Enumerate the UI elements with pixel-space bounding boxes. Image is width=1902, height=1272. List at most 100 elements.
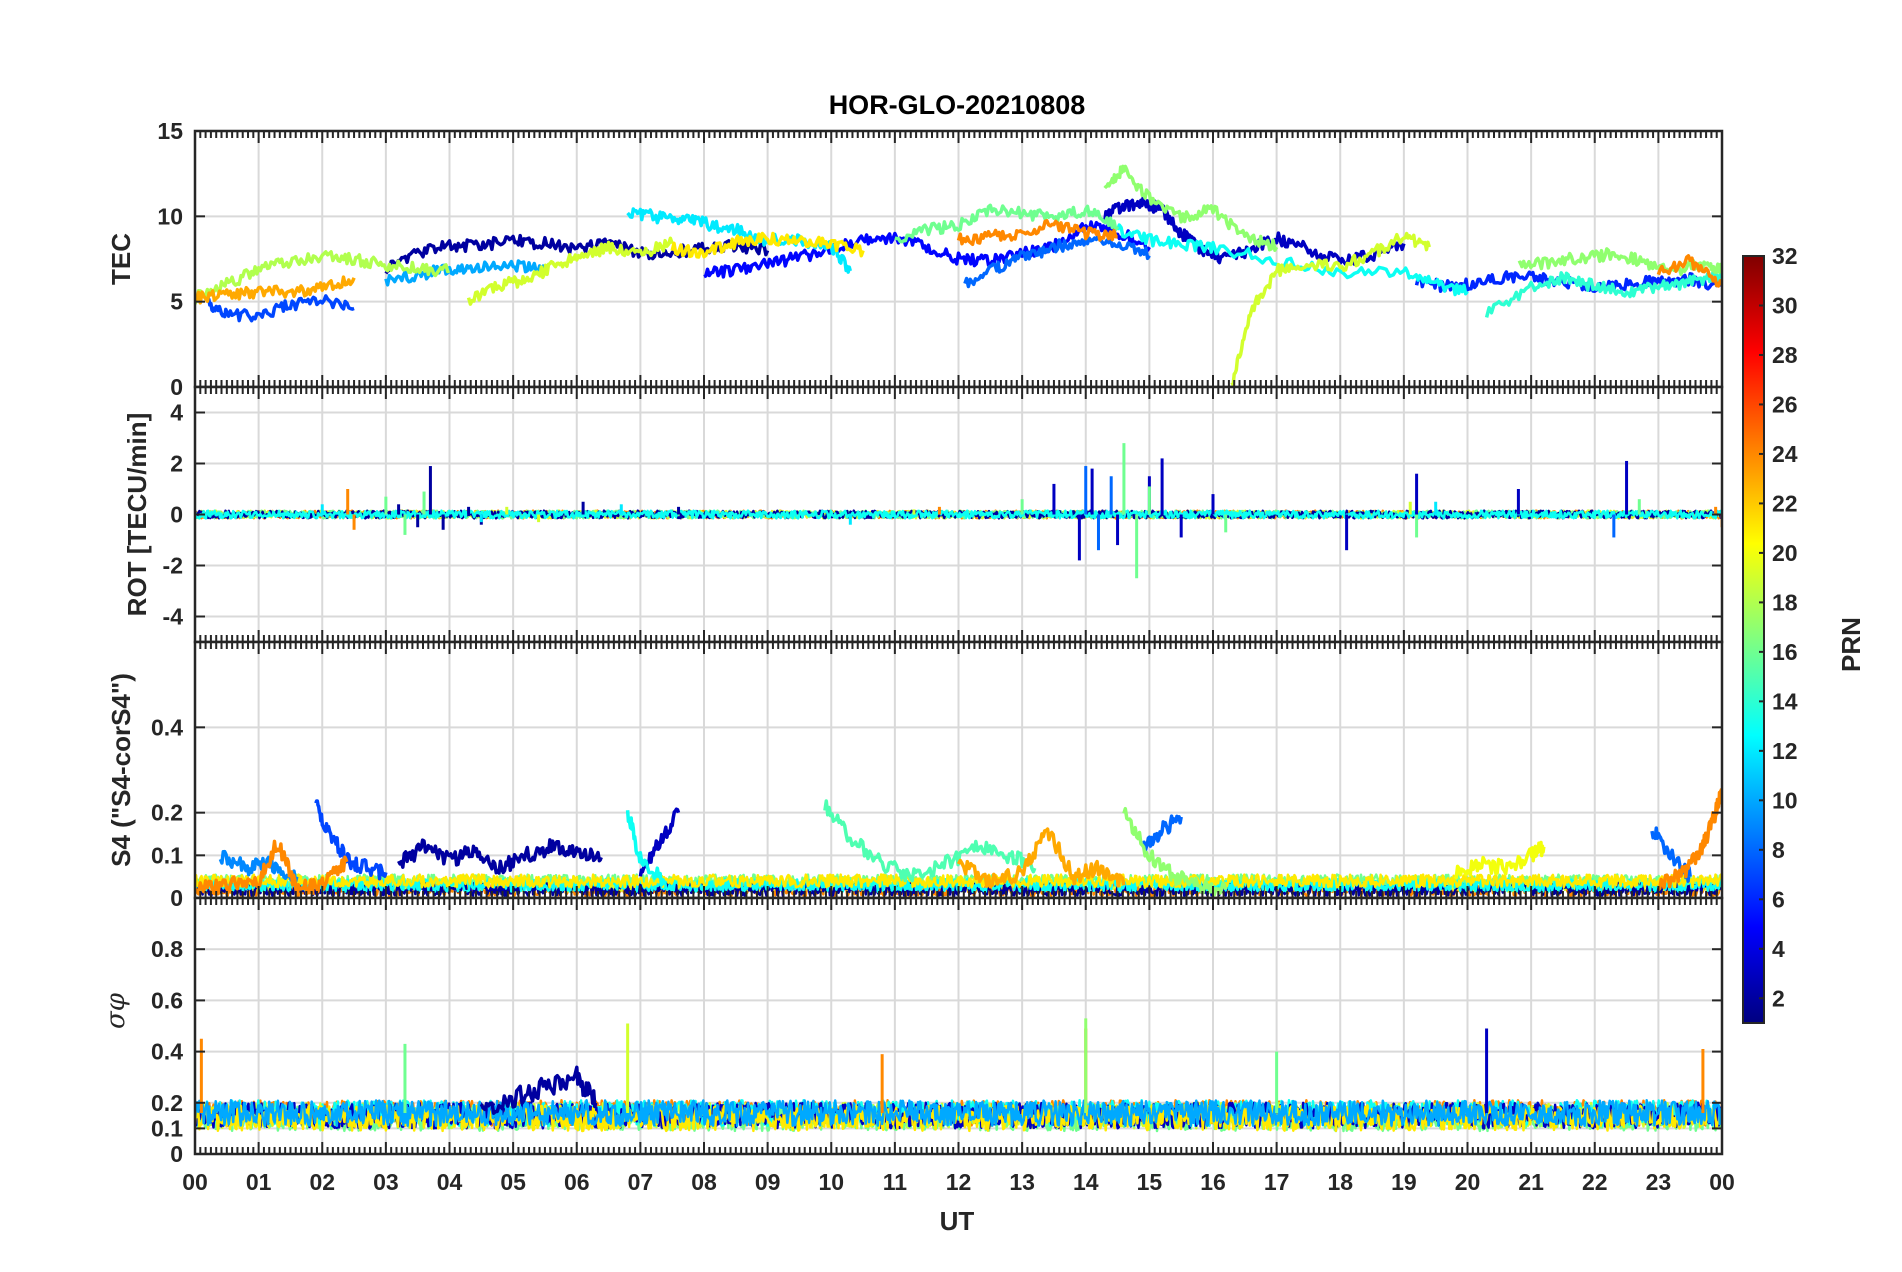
panel-tec: 0 5 10 15 TEC: [106, 118, 1724, 400]
grid-s4: [195, 642, 1722, 898]
colorbar-label: PRN: [1836, 617, 1866, 672]
x-tick-label: 11: [883, 1169, 908, 1195]
colorbar-tick-label: 28: [1772, 342, 1798, 368]
colorbar-gradient: [1742, 255, 1765, 1024]
chart-title: HOR-GLO-20210808: [829, 90, 1086, 120]
series-prn-14: [1484, 269, 1722, 318]
noise-band: [195, 873, 1722, 889]
series-group-tec: [195, 164, 1722, 387]
series-prn-18: [195, 250, 451, 305]
x-tick-label: 02: [309, 1169, 335, 1195]
series-prn-24: [195, 839, 349, 898]
y-tick-label-tec: 5: [170, 289, 183, 315]
x-axis: 00 01 02 03 04 05 06 07 08 09 10 11 12 13 14 15 16 17 18 19…: [182, 1169, 1735, 1195]
y-tick-label-sigma_phi: 0.6: [151, 987, 183, 1013]
y-tick-label-s4: 0.2: [151, 800, 183, 826]
x-tick-label: 07: [628, 1169, 654, 1195]
x-tick-label: 13: [1009, 1169, 1035, 1195]
series-prn-15: [823, 799, 1037, 883]
x-tick-label: 10: [818, 1169, 844, 1195]
y-tick-label-rot: 2: [170, 451, 183, 477]
noise-band: [195, 509, 1722, 520]
y-tick-label-sigma_phi: 0.1: [151, 1115, 183, 1141]
series-prn-19: [1230, 231, 1431, 387]
y-tick-label-sigma_phi: 0.2: [151, 1090, 183, 1116]
x-tick-label: 18: [1327, 1169, 1353, 1195]
y-tick-label-sigma_phi: 0.8: [151, 936, 183, 962]
series-prn-17: [1103, 164, 1279, 252]
y-axis-label-rot: ROT [TECU/min]: [122, 413, 152, 617]
series-group-rot: [195, 443, 1722, 579]
series-prn-7: [314, 799, 388, 881]
y-tick-label-s4: 0.4: [151, 714, 183, 740]
series-prn-2: [397, 838, 603, 875]
colorbar-tick-label: 12: [1772, 738, 1798, 764]
colorbar-tick-label: 18: [1772, 589, 1798, 615]
x-tick-label: 04: [437, 1169, 463, 1195]
colorbar-tick-label: 26: [1772, 391, 1798, 417]
y-tick-label-sigma_phi: 0: [170, 1141, 183, 1167]
series-prn-9: [218, 849, 299, 884]
colorbar-tick-label: 22: [1772, 490, 1798, 516]
series-prn-12: [626, 207, 852, 274]
x-tick-label: 12: [946, 1169, 972, 1195]
x-tick-label: 15: [1137, 1169, 1163, 1195]
x-tick-label: 16: [1200, 1169, 1226, 1195]
series-prn-16: [894, 203, 1120, 244]
x-tick-label: 23: [1646, 1169, 1672, 1195]
series-prn-23: [956, 827, 1126, 889]
x-tick-label: 00: [182, 1169, 208, 1195]
colorbar-tick-label: 16: [1772, 639, 1798, 665]
x-tick-label: 08: [691, 1169, 717, 1195]
y-tick-label-sigma_phi: 0.4: [151, 1039, 183, 1065]
series-prn-17: [1517, 247, 1722, 277]
y-tick-label-s4: 0: [170, 885, 183, 911]
series-prn-20: [1453, 840, 1546, 880]
noise-band: [195, 1099, 1722, 1128]
minor-ticks-tec: [194, 130, 1723, 388]
series-prn-3: [1103, 196, 1406, 266]
y-tick-label-s4: 0.1: [151, 842, 183, 868]
colorbar-tick-label: 14: [1772, 688, 1798, 714]
series-prn-2: [479, 1065, 598, 1115]
colorbar-tick-label: 10: [1772, 787, 1798, 813]
y-axis-label-tec: TEC: [106, 233, 136, 285]
x-axis-label: UT: [940, 1206, 975, 1236]
x-tick-label: 17: [1264, 1169, 1290, 1195]
x-tick-label: 06: [564, 1169, 590, 1195]
x-tick-label: 09: [755, 1169, 781, 1195]
series-prn-8: [1142, 814, 1183, 854]
series-prn-24: [1656, 788, 1722, 892]
x-tick-label: 21: [1518, 1169, 1544, 1195]
y-axis-label-s4: S4 ("S4-corS4"): [106, 673, 136, 867]
series-group-sigma_phi: [195, 1018, 1722, 1133]
series-prn-13: [625, 810, 668, 887]
colorbar-tick-label: 24: [1772, 441, 1798, 467]
series-prn-21: [670, 231, 865, 259]
x-tick-label: 00: [1709, 1169, 1735, 1195]
panel-sigma_phi: 00.10.2 0.4 0.6 0.8 σφ: [101, 896, 1724, 1167]
series-prn-24: [956, 219, 1118, 247]
x-tick-label: 03: [373, 1169, 399, 1195]
minor-ticks-sigma_phi: [194, 898, 1723, 1155]
colorbar-tick-label: 6: [1772, 886, 1785, 912]
y-axis-label-sigma_phi: σφ: [101, 992, 131, 1029]
colorbar-tick-label: 30: [1772, 292, 1798, 318]
series-prn-17: [1122, 806, 1228, 897]
x-tick-label: 20: [1455, 1169, 1481, 1195]
series-prn-7: [206, 294, 355, 323]
y-tick-label-tec: 15: [157, 118, 183, 144]
series-prn-19: [466, 236, 674, 306]
x-tick-label: 22: [1582, 1169, 1608, 1195]
y-tick-label-rot: 4: [170, 400, 183, 426]
series-prn-13: [1115, 223, 1469, 297]
y-tick-label-rot: -4: [163, 604, 184, 630]
grid-tec: [195, 131, 1722, 387]
series-prn-10: [384, 259, 547, 287]
colorbar-tick-label: 2: [1772, 985, 1785, 1011]
series-prn-23: [195, 275, 356, 305]
x-tick-label: 19: [1391, 1169, 1417, 1195]
